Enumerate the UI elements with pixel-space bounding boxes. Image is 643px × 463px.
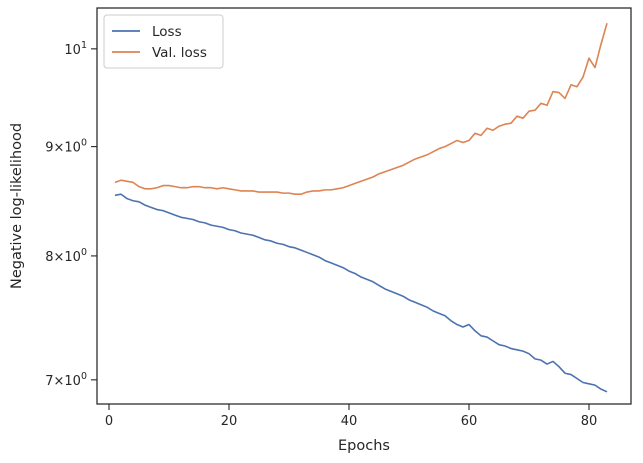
series-line-val-loss xyxy=(114,23,608,196)
x-tick-label: 0 xyxy=(105,414,113,429)
x-tick-label: 60 xyxy=(461,414,478,429)
plot-area xyxy=(96,7,632,405)
x-axis-label: Epochs xyxy=(338,438,390,454)
legend-label-loss: Loss xyxy=(152,24,182,40)
y-tick-label: 101 xyxy=(64,40,87,58)
y-tick-label: 9×100 xyxy=(45,138,87,156)
series-line-loss xyxy=(114,193,608,393)
legend-label-val-loss: Val. loss xyxy=(152,45,207,61)
plot-frame xyxy=(96,7,632,405)
y-axis-label: Negative log-likelihood xyxy=(9,123,25,289)
x-axis: 0 20 40 60 80 xyxy=(105,404,597,429)
y-tick-label: 7×100 xyxy=(45,371,87,389)
x-tick-label: 20 xyxy=(221,414,238,429)
x-tick-label: 40 xyxy=(341,414,358,429)
x-tick-label: 80 xyxy=(581,414,598,429)
legend-box xyxy=(103,14,224,69)
y-axis: 7×100 8×100 9×100 101 xyxy=(45,40,97,389)
legend: Loss Val. loss xyxy=(103,14,224,69)
y-tick-label: 8×100 xyxy=(45,247,87,265)
series-lines xyxy=(114,23,608,393)
